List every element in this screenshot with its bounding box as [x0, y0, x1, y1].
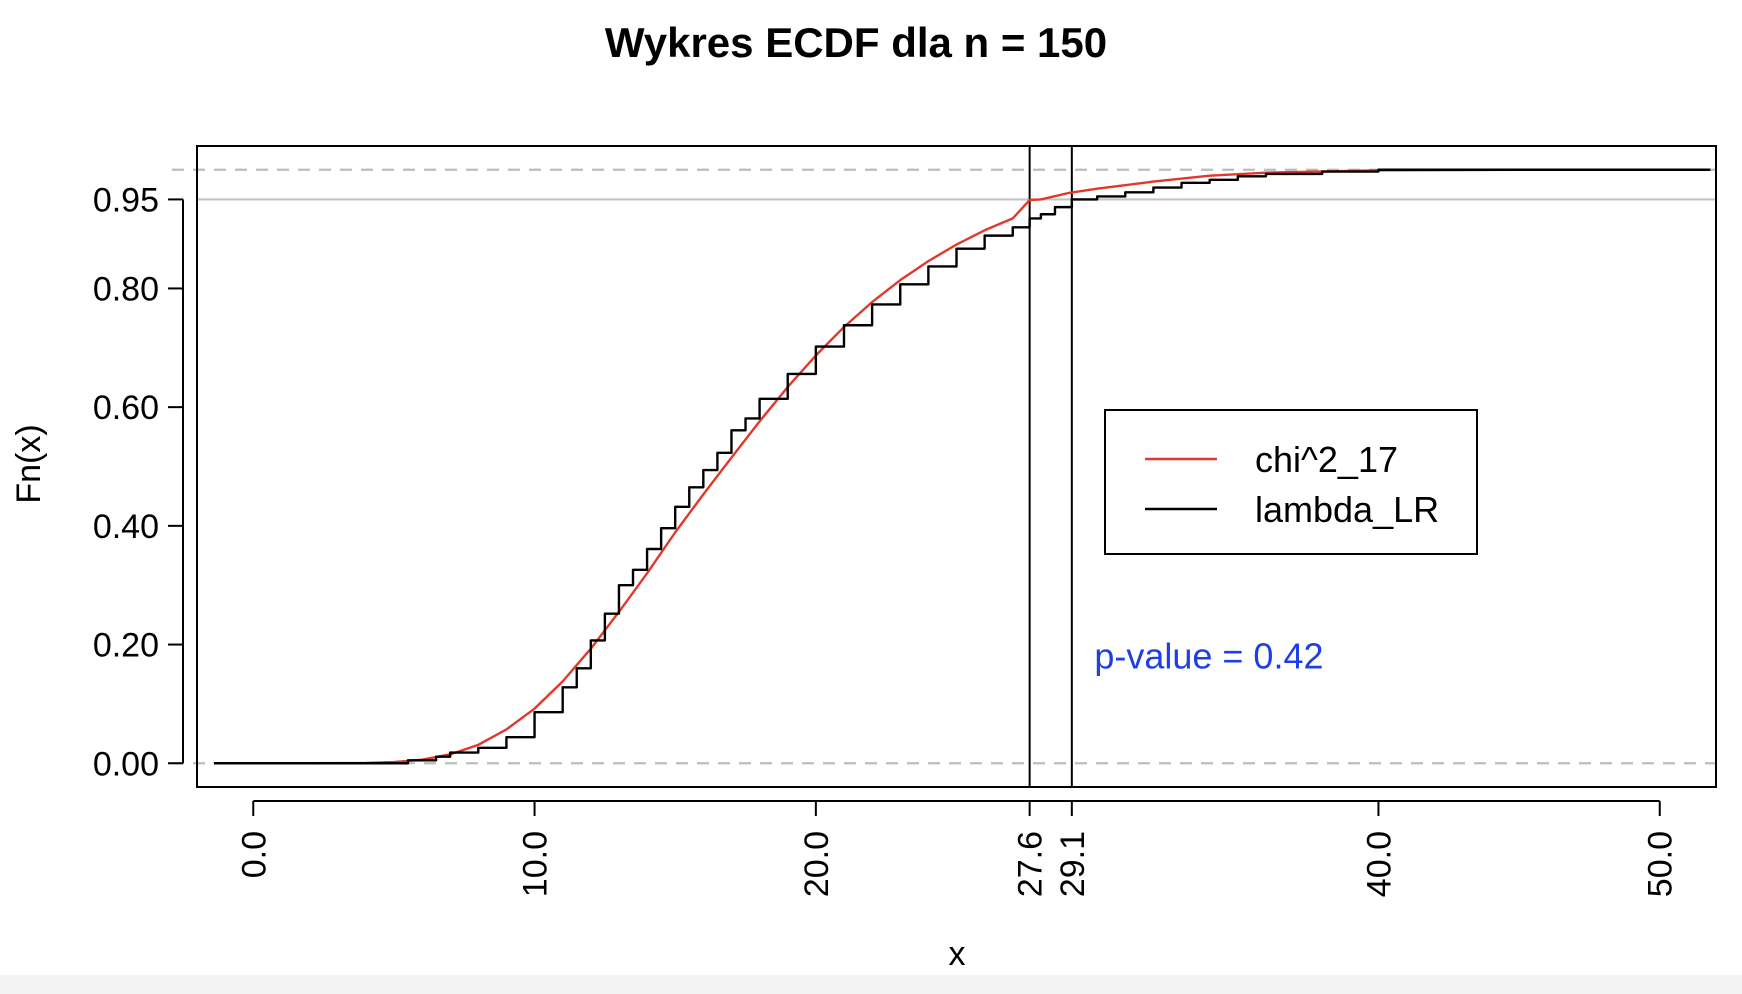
x-tick-label-4: 29.1 — [1054, 831, 1092, 897]
y-tick-label-1: 0.20 — [93, 627, 159, 665]
bottom-strip — [0, 975, 1742, 994]
y-tick-label-0: 0.00 — [93, 745, 159, 783]
series-lines — [213, 168, 1711, 765]
y-tick-label-2: 0.40 — [93, 508, 159, 546]
series-chi-2-17 — [253, 168, 1660, 765]
x-tick-label-5: 40.0 — [1360, 831, 1398, 897]
y-tick-label-3: 0.60 — [93, 389, 159, 427]
p-value-annotation: p-value = 0.42 — [1094, 635, 1323, 676]
legend: chi^2_17 lambda_LR — [1104, 409, 1478, 555]
x-tick-label-2: 20.0 — [798, 831, 836, 897]
legend-box — [1104, 409, 1478, 555]
chart-title: Wykres ECDF dla n = 150 — [605, 19, 1107, 66]
legend-label-0: chi^2_17 — [1255, 439, 1398, 480]
x-tick-label-3: 27.6 — [1012, 831, 1050, 897]
x-tick-label-0: 0.0 — [235, 831, 273, 878]
y-axis-label: Fn(x) — [10, 424, 48, 503]
x-axis-label: x — [949, 935, 966, 973]
x-tick-label-1: 10.0 — [517, 831, 555, 897]
axes: 0.0 10.0 20.0 27.6 29.1 40.0 50.0 0.00 0.20 0.40 0… — [93, 145, 1717, 897]
legend-label-1: lambda_LR — [1255, 489, 1439, 530]
series-lambda-lr — [213, 168, 1711, 765]
y-tick-label-4: 0.80 — [93, 270, 159, 308]
y-tick-label-5: 0.95 — [93, 181, 159, 219]
reference-lines — [172, 146, 1716, 787]
plot-frame — [196, 145, 1717, 788]
x-tick-label-6: 50.0 — [1642, 831, 1680, 897]
